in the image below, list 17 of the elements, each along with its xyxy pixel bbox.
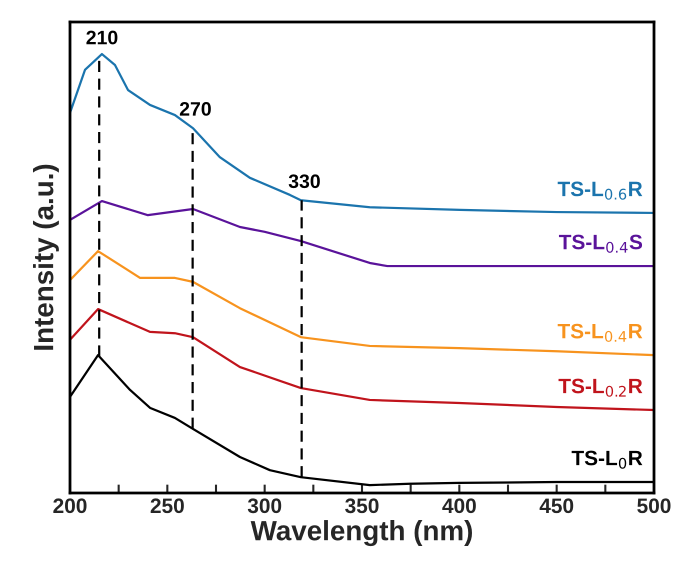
x-tick-label: 500 — [637, 498, 671, 514]
series-label: TS-L$_{0.4}$S — [558, 234, 642, 253]
x-tick-label: 250 — [150, 498, 184, 514]
annotation: 330 — [288, 174, 320, 188]
text: 210 — [86, 30, 118, 44]
x-tick-label: 350 — [345, 498, 379, 514]
x-tick-label: 450 — [540, 498, 574, 514]
series-label: TS-L$_{0.4}$R — [558, 324, 642, 342]
annotation: 270 — [180, 102, 211, 116]
x-tick-label: 200 — [53, 498, 87, 514]
x-axis-title: Wavelength (nm) — [250, 520, 472, 546]
x-tick-label: 400 — [442, 498, 476, 514]
y-axis-title: Intensity (a.u.) — [32, 164, 59, 350]
x-tick-label: 300 — [248, 498, 282, 514]
series-label: TS-L$_{0.6}$R — [558, 182, 642, 200]
series-label: TS-L$_{0.2}$R — [558, 378, 642, 397]
series-label: TS-L$_{0}$R — [572, 450, 642, 469]
